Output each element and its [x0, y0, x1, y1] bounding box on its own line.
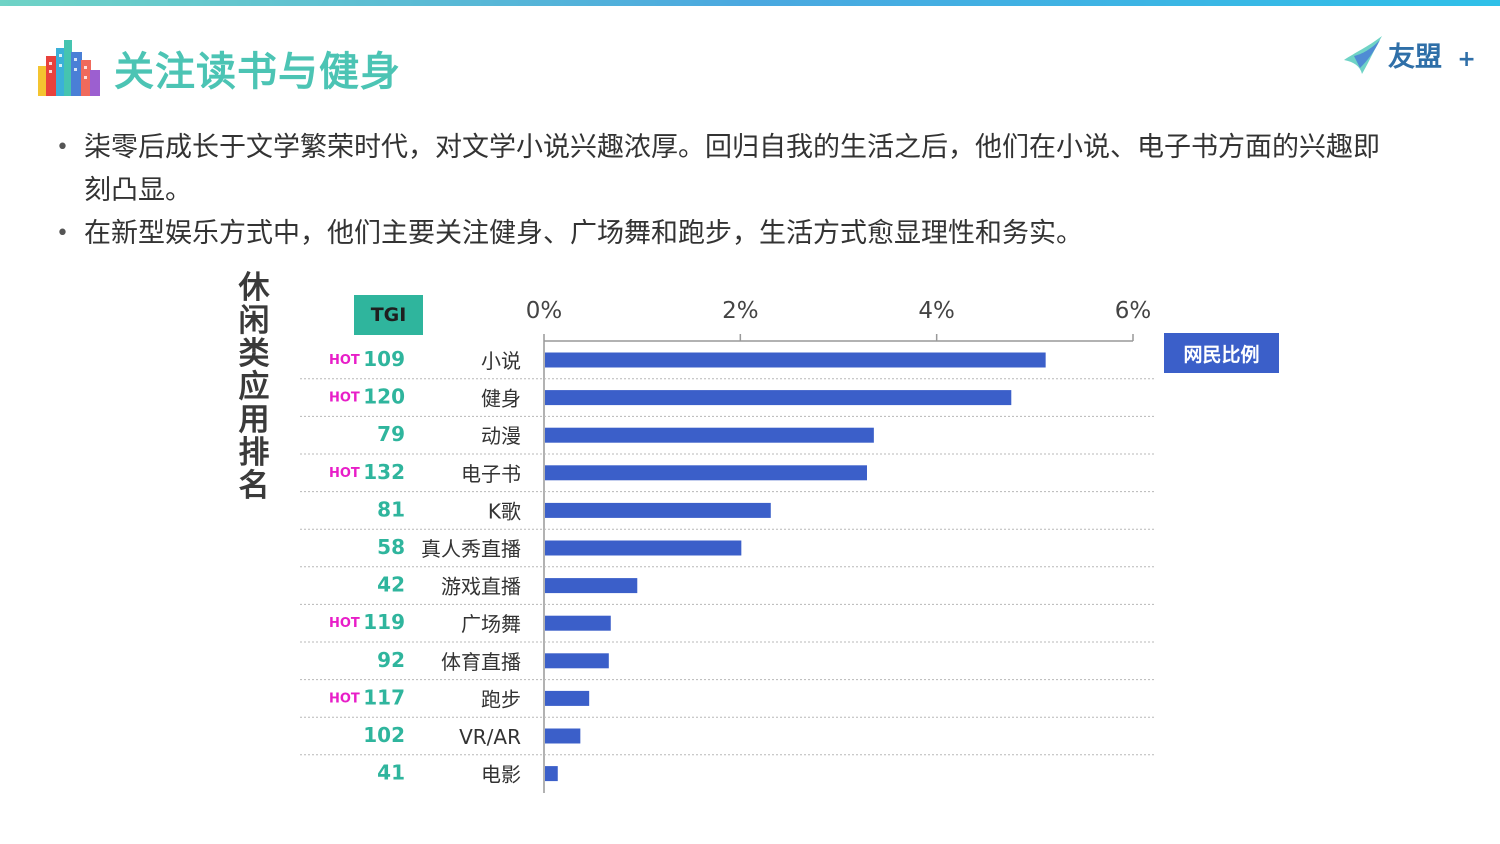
category-label: VR/AR — [459, 725, 521, 749]
tgi-value: 119 — [363, 610, 405, 634]
bar — [545, 728, 581, 744]
category-label: 健身 — [481, 387, 521, 411]
page-title: 关注读书与健身 — [114, 49, 401, 95]
tgi-value: 120 — [363, 385, 405, 409]
category-label: 小说 — [481, 349, 521, 373]
bar — [545, 390, 1012, 406]
category-label: 真人秀直播 — [421, 537, 521, 561]
category-label: 游戏直播 — [441, 575, 521, 599]
hot-badge: HOT — [329, 353, 360, 368]
bullet-item: • 在新型娱乐方式中，他们主要关注健身、广场舞和跑步，生活方式愈显理性和务实。 — [52, 212, 1392, 255]
x-tick-label: 6% — [1115, 298, 1152, 324]
bar — [545, 502, 771, 518]
category-label: 广场舞 — [461, 612, 521, 636]
category-label: 动漫 — [481, 424, 521, 448]
bullet-text: 柒零后成长于文学繁荣时代，对文学小说兴趣浓厚。回归自我的生活之后，他们在小说、电… — [84, 132, 1380, 206]
category-label: K歌 — [488, 499, 521, 523]
bar — [545, 465, 867, 481]
bar — [545, 427, 874, 443]
hot-badge: HOT — [329, 466, 360, 481]
tgi-value: 132 — [363, 460, 405, 484]
bullet-item: • 柒零后成长于文学繁荣时代，对文学小说兴趣浓厚。回归自我的生活之后，他们在小说、… — [52, 126, 1392, 212]
bullet-dot: • — [56, 221, 69, 246]
tgi-value: 92 — [377, 648, 405, 672]
tgi-value: 81 — [377, 497, 405, 521]
tgi-header: TGI — [354, 295, 423, 335]
x-tick-label: 2% — [722, 298, 759, 324]
side-label: 休闲类应用排名 — [238, 270, 270, 504]
category-label: 体育直播 — [441, 650, 521, 674]
category-label: 电影 — [481, 763, 521, 787]
category-label: 跑步 — [481, 687, 521, 711]
bar — [545, 352, 1046, 368]
hot-badge: HOT — [329, 391, 360, 406]
tgi-value: 117 — [363, 685, 405, 709]
top-accent-bar — [0, 0, 1500, 6]
bar — [545, 578, 638, 594]
logo-name: 友盟 — [1388, 42, 1442, 73]
category-label: 电子书 — [461, 462, 521, 486]
x-tick-label: 0% — [526, 298, 563, 324]
tgi-value: 109 — [363, 347, 405, 371]
umeng-logo-icon — [1344, 36, 1382, 74]
tgi-value: 42 — [377, 573, 405, 597]
tgi-value: 41 — [377, 761, 405, 785]
legend-label: 网民比例 — [1164, 333, 1279, 373]
bullet-text: 在新型娱乐方式中，他们主要关注健身、广场舞和跑步，生活方式愈显理性和务实。 — [84, 218, 1083, 249]
bar — [545, 766, 558, 782]
bullet-dot: • — [56, 135, 69, 160]
bar — [545, 690, 590, 706]
bar — [545, 615, 611, 631]
hot-badge: HOT — [329, 616, 360, 631]
tgi-value: 79 — [377, 422, 405, 446]
x-tick-label: 4% — [918, 298, 955, 324]
city-buildings-icon — [38, 40, 100, 96]
bullet-list: • 柒零后成长于文学繁荣时代，对文学小说兴趣浓厚。回归自我的生活之后，他们在小说、… — [52, 126, 1392, 255]
bar — [545, 540, 742, 556]
hot-badge: HOT — [329, 691, 360, 706]
bar — [545, 653, 609, 669]
logo-text: 友盟 + — [1388, 38, 1476, 80]
tgi-value: 58 — [377, 535, 405, 559]
logo-plus: + — [1457, 47, 1476, 72]
tgi-value: 102 — [363, 723, 405, 747]
